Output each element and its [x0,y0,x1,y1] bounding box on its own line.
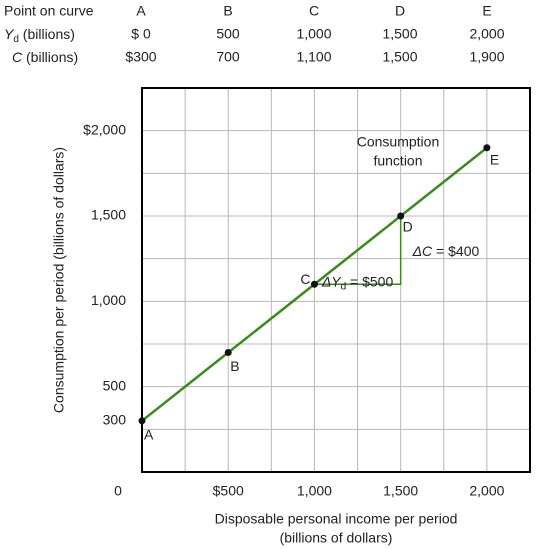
x-tick-label: 1,000 [297,483,332,499]
x-axis-title: (billions of dollars) [280,530,393,546]
table-header-cell: C [309,3,319,19]
table-row-label-rest: (billions) [22,49,78,65]
table-header-cell: D [395,3,405,19]
point-label: D [403,219,413,235]
table-header-label: Point on curve [4,3,94,19]
point-label: E [490,151,499,167]
delta-y-label-sub: d [341,281,347,292]
table-row-label: C (billions) [12,49,78,65]
table-row-label: Yd (billions) [4,26,75,45]
table-cell: $300 [125,49,156,65]
point-label: A [144,427,154,443]
table-cell: $ 0 [131,26,151,42]
delta-c-label-main: ΔC [412,243,433,259]
table-cell: 1,900 [469,49,504,65]
x-tick-label: 2,000 [469,483,504,499]
delta-y-label: ΔYd = $500 [321,273,394,292]
table-cell: 700 [216,49,240,65]
table-header-cell: E [482,3,491,19]
table-header-cell: A [136,3,146,19]
delta-c-label-rest: = $400 [432,243,479,259]
data-point [483,144,491,152]
table-row-label-rest: (billions) [19,26,75,42]
point-label: B [230,358,239,374]
point-label: C [300,271,310,287]
table-cell: 1,100 [296,49,331,65]
y-tick-label: 500 [103,377,127,393]
origin-label: 0 [114,483,122,499]
delta-y-label-rest: = $500 [346,273,393,289]
delta-triangle [314,216,402,286]
x-tick-label: $500 [213,483,244,499]
series-label: function [373,153,422,169]
delta-c-label: ΔC = $400 [412,243,480,259]
y-tick-label: $2,000 [83,121,126,137]
delta-y-label-main: ΔY [321,273,342,289]
y-tick-label: 1,500 [91,207,126,223]
x-axis-title: Disposable personal income per period [215,511,458,527]
table-cell: 1,500 [382,49,417,65]
table-row-label-main: C [12,49,23,65]
table-cell: 1,500 [382,26,417,42]
data-point [224,349,232,357]
table-cell: 1,000 [296,26,331,42]
y-tick-label: 1,000 [91,292,126,308]
plot-frame [141,87,531,473]
table-row-label-main: Y [4,26,15,42]
data-point [138,417,146,425]
y-tick-label: 300 [103,412,127,428]
x-tick-label: 1,500 [383,483,418,499]
table-row-label-sub: d [13,34,19,45]
table-cell: 500 [216,26,240,42]
series-label: Consumption [357,134,440,150]
table-cell: 2,000 [469,26,504,42]
data-point [310,280,318,288]
data-point [397,212,405,220]
y-axis-title: Consumption per period (billions of doll… [51,147,67,413]
table-header-cell: B [223,3,232,19]
